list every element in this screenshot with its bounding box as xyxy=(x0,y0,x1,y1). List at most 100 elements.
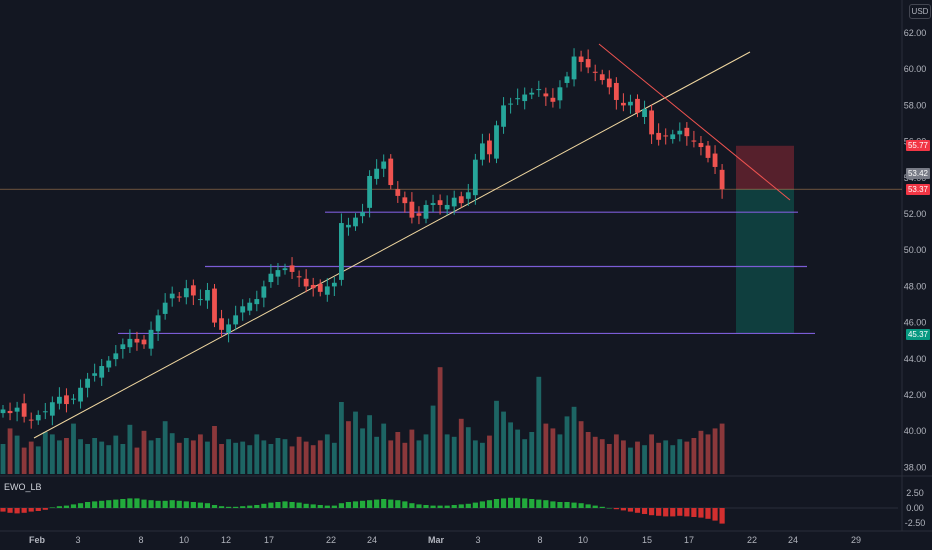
ewo-bar xyxy=(493,499,500,508)
ewo-bar xyxy=(585,504,591,508)
candle-body xyxy=(120,344,126,350)
volume-bar xyxy=(14,435,20,474)
volume-bar xyxy=(282,439,288,474)
ewo-bar xyxy=(508,497,514,508)
volume-bar xyxy=(585,432,591,474)
candle-body xyxy=(606,78,612,88)
candle-body xyxy=(698,143,704,148)
volume-bar xyxy=(28,441,34,474)
currency-label[interactable]: USD xyxy=(909,4,931,19)
ewo-bar xyxy=(416,504,422,508)
candle-body xyxy=(57,396,62,404)
candle-body xyxy=(339,223,344,280)
ewo-bar xyxy=(268,502,274,508)
volume-bar xyxy=(606,444,612,474)
candle-body xyxy=(127,338,133,348)
ewo-bar xyxy=(275,502,281,508)
price-tick-label: 58.00 xyxy=(904,100,927,110)
candle-body xyxy=(42,411,48,413)
candle-body xyxy=(649,110,654,135)
candle-body xyxy=(310,284,316,289)
ewo-bar xyxy=(120,499,126,508)
volume-bar xyxy=(254,434,260,474)
volume-bar xyxy=(64,438,69,474)
drawn-lines[interactable] xyxy=(0,43,902,439)
volume-bar xyxy=(628,447,633,474)
candle-body xyxy=(564,76,570,83)
volume-bar xyxy=(381,423,387,474)
candle-body xyxy=(642,109,647,117)
ewo-bar xyxy=(141,499,147,508)
indicator-title[interactable]: EWO_LB xyxy=(4,482,42,492)
volume-bar xyxy=(331,442,337,474)
candle-body xyxy=(374,168,380,179)
volume-bar xyxy=(684,441,690,474)
volume-bar xyxy=(557,434,563,474)
volume-bar xyxy=(346,421,351,474)
ewo-bar xyxy=(359,500,366,508)
volume-bar xyxy=(480,442,485,474)
time-tick-label: 24 xyxy=(367,535,377,545)
candle-body xyxy=(508,103,513,105)
time-tick-label: 24 xyxy=(788,535,798,545)
candle-body xyxy=(141,339,147,345)
candle-body xyxy=(543,93,549,97)
ewo-bar xyxy=(352,501,359,508)
volume-bar xyxy=(106,445,112,474)
time-axis[interactable]: Feb 3 8 10 12 17 22 24 Mar 3 8 10 15 17 22 24 29 xyxy=(29,535,861,545)
volume-bar xyxy=(303,441,309,474)
volume-bar xyxy=(515,429,521,474)
ewo-bar xyxy=(254,505,260,508)
time-tick-label: 3 xyxy=(75,535,80,545)
volume-bar xyxy=(578,421,584,474)
time-tick-label: 8 xyxy=(537,535,542,545)
ewo-bar xyxy=(613,508,619,510)
volume-bar xyxy=(698,430,704,474)
ewo-bar xyxy=(684,508,690,517)
volume-bar xyxy=(21,447,27,474)
time-tick-label: Feb xyxy=(29,535,46,545)
candle-body xyxy=(71,398,76,400)
ewo-bar xyxy=(677,508,683,516)
ewo-bar xyxy=(606,508,612,509)
candle-body xyxy=(240,306,246,313)
ewo-bar xyxy=(42,508,48,510)
candle-body xyxy=(712,153,718,167)
ewo-bar xyxy=(437,505,443,508)
volume-bar xyxy=(42,432,48,474)
ewo-bar xyxy=(522,498,528,508)
candle-body xyxy=(494,125,499,159)
ewo-bar xyxy=(592,505,598,508)
price-tag: 53.42 xyxy=(906,167,930,179)
price-tick-label: 50.00 xyxy=(904,245,927,255)
ewo-bar xyxy=(381,499,387,508)
ewo-bar xyxy=(176,500,182,508)
ewo-bar xyxy=(35,508,41,511)
ewo-bar xyxy=(162,500,168,508)
volume-bar xyxy=(599,439,605,474)
ewo-bar xyxy=(127,498,133,508)
volume-bar xyxy=(353,411,358,474)
volume-bar xyxy=(141,430,147,474)
volume-bar xyxy=(670,445,676,474)
candle-body xyxy=(628,101,633,106)
ewo-bar xyxy=(0,508,6,512)
ewo-bar xyxy=(557,502,563,508)
volume-bar xyxy=(71,423,76,474)
candle-body xyxy=(346,224,351,228)
volume-bar xyxy=(501,411,506,474)
short-position-tool[interactable] xyxy=(736,145,794,335)
ewo-bar xyxy=(106,500,112,508)
candle-body xyxy=(585,59,591,68)
candle-body xyxy=(402,197,408,204)
candle-body xyxy=(360,212,365,217)
ewo-bar xyxy=(310,504,316,508)
price-axis[interactable]: 62.0060.0058.0056.0054.0052.0050.0048.00… xyxy=(904,28,927,528)
ewo-bar xyxy=(719,508,725,524)
candle-body xyxy=(423,204,429,219)
volume-bar xyxy=(691,438,697,474)
candle-body xyxy=(317,283,323,292)
volume-bar xyxy=(494,400,499,474)
price-tick-label: 40.00 xyxy=(904,426,927,436)
